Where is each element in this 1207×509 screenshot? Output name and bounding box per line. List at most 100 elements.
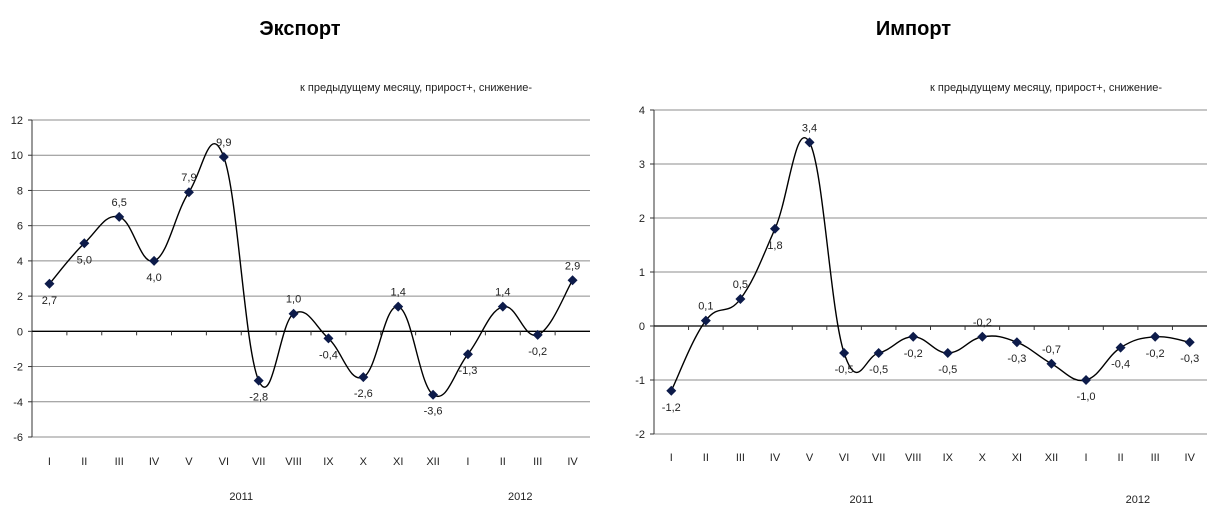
x-tick-label: VI [219, 456, 229, 468]
data-label: -0,4 [319, 349, 338, 361]
x-tick-label: V [185, 456, 193, 468]
data-point [1115, 342, 1126, 353]
data-label: 4,0 [146, 272, 161, 284]
x-tick-label: IV [567, 456, 578, 468]
year-label: 2012 [1126, 494, 1150, 506]
data-label: -0,3 [1180, 353, 1199, 365]
x-tick-label: X [979, 452, 987, 464]
y-tick-label: -6 [13, 432, 23, 444]
x-tick-label: XII [426, 456, 439, 468]
x-tick-label: III [736, 452, 745, 464]
x-tick-label: XI [1012, 452, 1022, 464]
x-tick-label: XI [393, 456, 403, 468]
x-tick-label: V [806, 452, 814, 464]
y-tick-label: 2 [639, 213, 645, 225]
data-point [769, 223, 780, 234]
data-label: -0,5 [835, 364, 854, 376]
x-tick-label: XII [1045, 452, 1058, 464]
data-point [462, 349, 473, 360]
data-point [497, 301, 508, 312]
data-label: -0,5 [938, 364, 957, 376]
x-tick-label: I [466, 456, 469, 468]
data-label: 6,5 [112, 197, 127, 209]
data-label: 1,8 [767, 240, 782, 252]
x-tick-label: IV [770, 452, 781, 464]
data-point [666, 385, 677, 396]
y-tick-label: -1 [635, 375, 645, 387]
data-label: -0,2 [1146, 348, 1165, 360]
export-chart-panel: Экспорт к предыдущему месяцу, прирост+, … [0, 0, 600, 509]
data-label: 7,9 [181, 172, 196, 184]
x-tick-label: IX [323, 456, 334, 468]
y-tick-label: 2 [17, 291, 23, 303]
data-label: -0,4 [1111, 359, 1130, 371]
data-label: -0,7 [1042, 344, 1061, 356]
data-point [393, 301, 404, 312]
data-label: 9,9 [216, 137, 231, 149]
data-point [428, 389, 439, 400]
import-chart-panel: Импорт к предыдущему месяцу, прирост+, с… [620, 0, 1207, 509]
x-tick-label: X [360, 456, 368, 468]
x-tick-label: VII [872, 452, 885, 464]
data-point [149, 255, 160, 266]
chart-subtitle: к предыдущему месяцу, прирост+, снижение… [300, 82, 533, 94]
data-point [253, 375, 264, 386]
x-tick-label: VIII [285, 456, 302, 468]
data-point [839, 348, 850, 358]
data-label: -1,2 [662, 402, 681, 414]
data-label: 1,4 [391, 287, 406, 299]
data-point [1011, 337, 1022, 348]
y-tick-label: 0 [17, 326, 23, 338]
data-label: -2,8 [249, 392, 268, 404]
x-tick-label: II [1118, 452, 1124, 464]
data-label: -0,3 [1007, 353, 1026, 365]
y-tick-label: 6 [17, 221, 23, 233]
gridlines [32, 119, 590, 438]
data-label: -0,2 [528, 346, 547, 358]
x-tick-label: III [533, 456, 542, 468]
y-tick-label: -4 [13, 397, 23, 409]
data-label: 0,1 [698, 301, 713, 313]
y-tick-label: 1 [639, 267, 645, 279]
y-tick-label: 12 [11, 115, 23, 127]
data-label: -2,6 [354, 388, 373, 400]
data-point [218, 151, 229, 162]
data-point [942, 348, 953, 358]
data-label: 5,0 [77, 254, 92, 266]
x-tick-label: II [81, 456, 87, 468]
data-point [323, 333, 334, 344]
data-label: 1,0 [286, 294, 301, 306]
x-tick-label: I [48, 456, 51, 468]
x-tick-label: II [703, 452, 709, 464]
data-label: 2,9 [565, 260, 580, 272]
x-tick-label: IV [1185, 452, 1196, 464]
data-label: -3,6 [424, 406, 443, 418]
year-label: 2011 [229, 491, 253, 503]
data-label: -0,2 [973, 317, 992, 329]
data-label: 2,7 [42, 295, 57, 307]
data-point [1184, 337, 1195, 348]
y-tick-label: 3 [639, 159, 645, 171]
data-label: -0,2 [904, 348, 923, 360]
data-label: 1,4 [495, 287, 510, 299]
data-point [79, 238, 90, 249]
data-point [114, 211, 125, 222]
year-label: 2011 [850, 494, 874, 506]
data-point [804, 137, 815, 148]
data-point [977, 331, 988, 342]
y-tick-label: 10 [11, 150, 23, 162]
data-point [44, 278, 55, 289]
data-point [567, 275, 578, 286]
data-point [1081, 375, 1092, 385]
y-tick-label: 4 [17, 256, 23, 268]
data-label: -1,3 [458, 365, 477, 377]
y-tick-label: -2 [13, 362, 23, 374]
x-tick-label: II [500, 456, 506, 468]
x-tick-label: III [1151, 452, 1160, 464]
data-label: -1,0 [1077, 391, 1096, 403]
x-tick-label: VII [252, 456, 265, 468]
data-point [700, 315, 711, 326]
x-tick-label: VIII [905, 452, 922, 464]
